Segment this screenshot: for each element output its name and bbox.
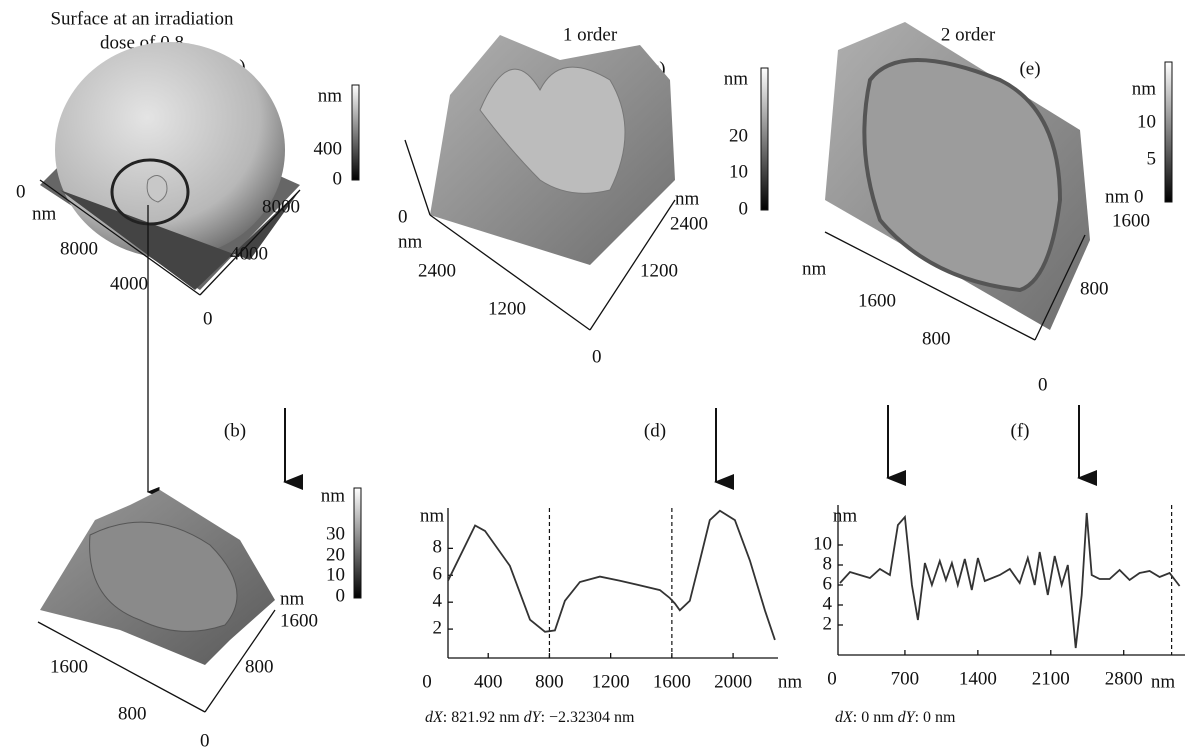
axis-label: nm — [280, 588, 305, 609]
colorbar-label: 10 — [729, 161, 748, 182]
y-axis-label: nm — [420, 505, 445, 526]
x-axis-label: nm — [778, 671, 803, 692]
y-tick-label: 6 — [823, 573, 833, 594]
colorbar-label: 0 — [739, 198, 749, 219]
axis-label: nm — [802, 258, 827, 279]
colorbar-label: 0 — [333, 168, 343, 189]
colorbar — [352, 85, 359, 180]
axis-3d — [405, 140, 430, 215]
x-tick-label: 1200 — [592, 671, 630, 692]
axis-label: 1600 — [280, 610, 318, 631]
axis-label: nm — [32, 203, 57, 224]
axis-label: 2400 — [418, 260, 456, 281]
colorbar — [761, 68, 768, 210]
axis-label: nm — [675, 188, 700, 209]
surface-dome — [55, 42, 285, 258]
surface-feature — [864, 60, 1060, 290]
colorbar-label: 0 — [336, 585, 346, 606]
axis-label: 800 — [922, 328, 951, 349]
axis-label: 0 — [200, 730, 210, 751]
colorbar — [1165, 62, 1172, 202]
note-part: : 821.92 nm — [443, 709, 524, 726]
y-axis-label: nm — [833, 505, 858, 526]
axis-label: 1600 — [858, 290, 896, 311]
y-tick-label: 8 — [433, 537, 443, 558]
x-tick-label: 400 — [474, 671, 503, 692]
axis-label: nm — [398, 231, 423, 252]
y-tick-label: 6 — [433, 564, 443, 585]
chart-label: (f) — [1011, 420, 1030, 441]
profile-line — [448, 511, 775, 640]
axis-label: 800 — [1080, 278, 1109, 299]
axis-label: 0 — [16, 181, 26, 202]
axis-label: 0 — [203, 308, 213, 329]
colorbar-label: nm — [1132, 78, 1157, 99]
x-tick-label: 2100 — [1032, 668, 1070, 689]
panel-title: 1 order — [563, 24, 618, 45]
note-part: : −2.32304 nm — [541, 709, 635, 726]
panel-c: 1 order (c) 0 nm 2400 1200 0 2400 1200 n… — [398, 24, 768, 367]
y-tick-label: 2 — [433, 617, 443, 638]
panel-a: Surface at an irradiation dose of 0.8 (a… — [16, 8, 359, 492]
axis-label: 1600 — [1112, 210, 1150, 231]
panel-label: (b) — [224, 420, 246, 441]
note-part: : 0 nm — [915, 709, 956, 726]
axis-label: 0 — [592, 346, 602, 367]
axis-label: 0 — [1038, 374, 1048, 395]
y-tick-label: 2 — [823, 613, 833, 634]
x-tick-label: 1600 — [653, 671, 691, 692]
colorbar-label: 20 — [326, 544, 345, 565]
axis-label: 8000 — [60, 238, 98, 259]
note-part: : 0 nm — [853, 709, 898, 726]
x-tick-label: 0 — [422, 671, 432, 692]
colorbar-label: 10 — [1137, 111, 1156, 132]
panel-e: 2 order (e) nm 0 1600 800 nm 1600 800 0 … — [802, 22, 1172, 395]
colorbar-label: 20 — [729, 125, 748, 146]
note-part: dX — [425, 709, 444, 726]
colorbar-label: 400 — [314, 138, 343, 159]
x-tick-label: 2800 — [1105, 668, 1143, 689]
colorbar-label: 5 — [1147, 148, 1157, 169]
panel-b: (b) nm 1600 800 0 1600 800 nm 30 20 10 0 — [38, 420, 361, 751]
axis-label: 0 — [398, 206, 408, 227]
y-tick-label: 4 — [823, 593, 833, 614]
panel-label: (e) — [1019, 58, 1040, 79]
panel-title: Surface at an irradiation — [50, 8, 234, 29]
colorbar-label: nm — [321, 485, 346, 506]
panel-title: 2 order — [941, 24, 996, 45]
axis-label: 8000 — [262, 196, 300, 217]
axis-label: 2400 — [670, 213, 708, 234]
axis-label: 800 — [118, 703, 147, 724]
colorbar-label: 10 — [326, 564, 345, 585]
axis-label: 1600 — [50, 656, 88, 677]
chart-label: (d) — [644, 420, 666, 441]
y-tick-label: 10 — [813, 533, 832, 554]
profile-line — [840, 513, 1180, 648]
measurement-note: dX: 0 nm dY: 0 nm — [835, 709, 956, 726]
axis-label: 1200 — [640, 260, 678, 281]
axis-label: nm 0 — [1105, 186, 1144, 207]
axis-label: 1200 — [488, 298, 526, 319]
x-tick-label: 700 — [891, 668, 920, 689]
y-tick-label: 8 — [823, 553, 833, 574]
x-tick-label: 1400 — [959, 668, 997, 689]
x-tick-label: 2000 — [714, 671, 752, 692]
x-tick-label: 800 — [535, 671, 564, 692]
x-axis-label: nm — [1151, 671, 1176, 692]
colorbar — [354, 488, 361, 598]
axis-label: 4000 — [110, 273, 148, 294]
colorbar-label: nm — [724, 68, 749, 89]
measurement-note: dX: 821.92 nm dY: −2.32304 nm — [425, 709, 635, 726]
x-tick-label: 0 — [827, 668, 837, 689]
y-tick-label: 4 — [433, 591, 443, 612]
axis-label: 800 — [245, 656, 274, 677]
note-part: dX — [835, 709, 854, 726]
axis-label: 4000 — [230, 243, 268, 264]
figure: Surface at an irradiation dose of 0.8 (a… — [0, 0, 1187, 753]
colorbar-label: nm — [318, 85, 343, 106]
colorbar-label: 30 — [326, 523, 345, 544]
